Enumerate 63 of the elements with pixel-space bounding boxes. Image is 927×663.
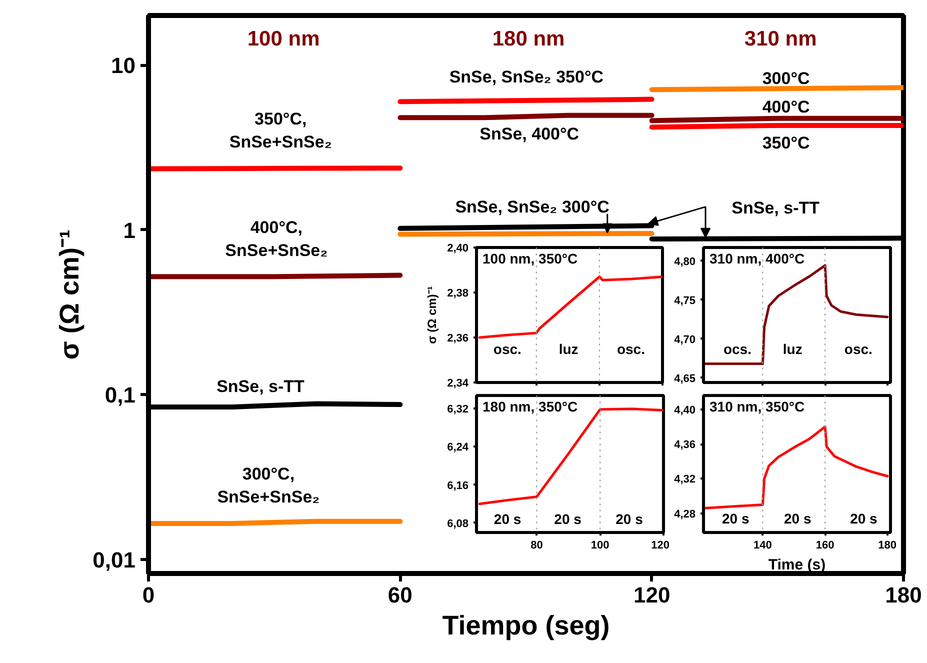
y-tick-label: 4,65 xyxy=(674,372,696,385)
annotation: SnSe, s-TT xyxy=(732,198,820,218)
annotation: 300°C xyxy=(762,68,810,88)
annotation: SnSe, SnSe₂ 300°C xyxy=(455,197,610,216)
y-tick-label: 6,16 xyxy=(447,480,469,492)
annotation: 310 nm xyxy=(744,28,817,51)
chart-title: 100 nm, 350°C xyxy=(482,250,578,266)
y-tick-label: 2,34 xyxy=(447,378,470,390)
x-axis-title: Tiempo (seg) xyxy=(442,610,610,640)
annotation: luz xyxy=(558,340,578,357)
y-tick-label: 4,40 xyxy=(674,404,696,416)
x-tick-label: 180 xyxy=(885,582,922,608)
annotation: 400°C xyxy=(762,98,810,117)
y-tick-label: 2,36 xyxy=(447,332,469,344)
y-tick-label: 6,08 xyxy=(447,518,469,530)
annotation: 20 s xyxy=(554,511,582,528)
annotation: 20 s xyxy=(784,510,812,527)
chart-title: 180 nm, 350°C xyxy=(482,398,578,414)
chart-title: 310 nm, 350°C xyxy=(710,398,805,414)
y-tick-label: 10 xyxy=(111,53,136,78)
annotation: 100 nm xyxy=(247,28,320,51)
y-tick-label: 4,70 xyxy=(674,334,696,346)
x-tick-label: 80 xyxy=(530,540,543,552)
annotation: 350°C, SnSe+SnSe₂ xyxy=(229,110,332,152)
x-tick-label: 100 xyxy=(590,540,610,552)
annotation: osc. xyxy=(616,340,645,357)
annotation: SnSe, 400°C xyxy=(480,124,580,144)
y-tick-label: 0,01 xyxy=(92,547,136,572)
annotation: SnSe, s-TT xyxy=(216,376,306,396)
y-tick-label: 1 xyxy=(123,218,136,243)
annotation: 400°C, SnSe+SnSe₂ xyxy=(225,218,328,260)
annotation: SnSe, SnSe₂ 350°C xyxy=(449,68,604,87)
annotation: osc. xyxy=(493,340,522,357)
x-tick-label: 120 xyxy=(633,582,670,608)
annotation: luz xyxy=(782,340,802,357)
x-tick-label: 180 xyxy=(878,540,897,552)
y-tick-label: 2,40 xyxy=(447,242,469,254)
y-tick-label: 4,80 xyxy=(674,256,696,268)
annotation: 350°C xyxy=(762,133,810,152)
annotation: 300°C, SnSe+SnSe₂ xyxy=(217,464,320,507)
y-tick-label: 6,32 xyxy=(447,403,469,416)
x-tick-label: 60 xyxy=(388,582,412,608)
y-tick-label: 4,32 xyxy=(674,474,696,486)
annotation: ocs. xyxy=(723,340,752,357)
x-tick-label: 0 xyxy=(142,582,155,608)
annotation: 180 nm xyxy=(492,28,565,51)
annotation: 20 s xyxy=(494,511,522,528)
annotation: 20 s xyxy=(850,510,878,527)
annotation: 20 s xyxy=(616,511,644,528)
y-axis-title: σ (Ω cm)⁻¹ xyxy=(54,229,85,360)
y-axis-title: σ (Ω cm)⁻¹ xyxy=(425,286,440,344)
x-tick-label: 140 xyxy=(754,540,772,552)
chart-title: 310 nm, 400°C xyxy=(710,250,805,266)
x-tick-label: 120 xyxy=(651,540,670,552)
x-tick-label: 160 xyxy=(816,540,834,552)
y-tick-label: 4,28 xyxy=(674,508,696,520)
y-tick-label: 4,75 xyxy=(674,294,696,307)
y-tick-label: 6,24 xyxy=(447,442,470,454)
y-tick-label: 0,1 xyxy=(104,382,136,408)
y-tick-label: 2,38 xyxy=(447,288,469,300)
annotation: osc. xyxy=(844,340,872,357)
y-tick-label: 4,36 xyxy=(674,439,696,452)
annotation: 20 s xyxy=(722,510,750,527)
